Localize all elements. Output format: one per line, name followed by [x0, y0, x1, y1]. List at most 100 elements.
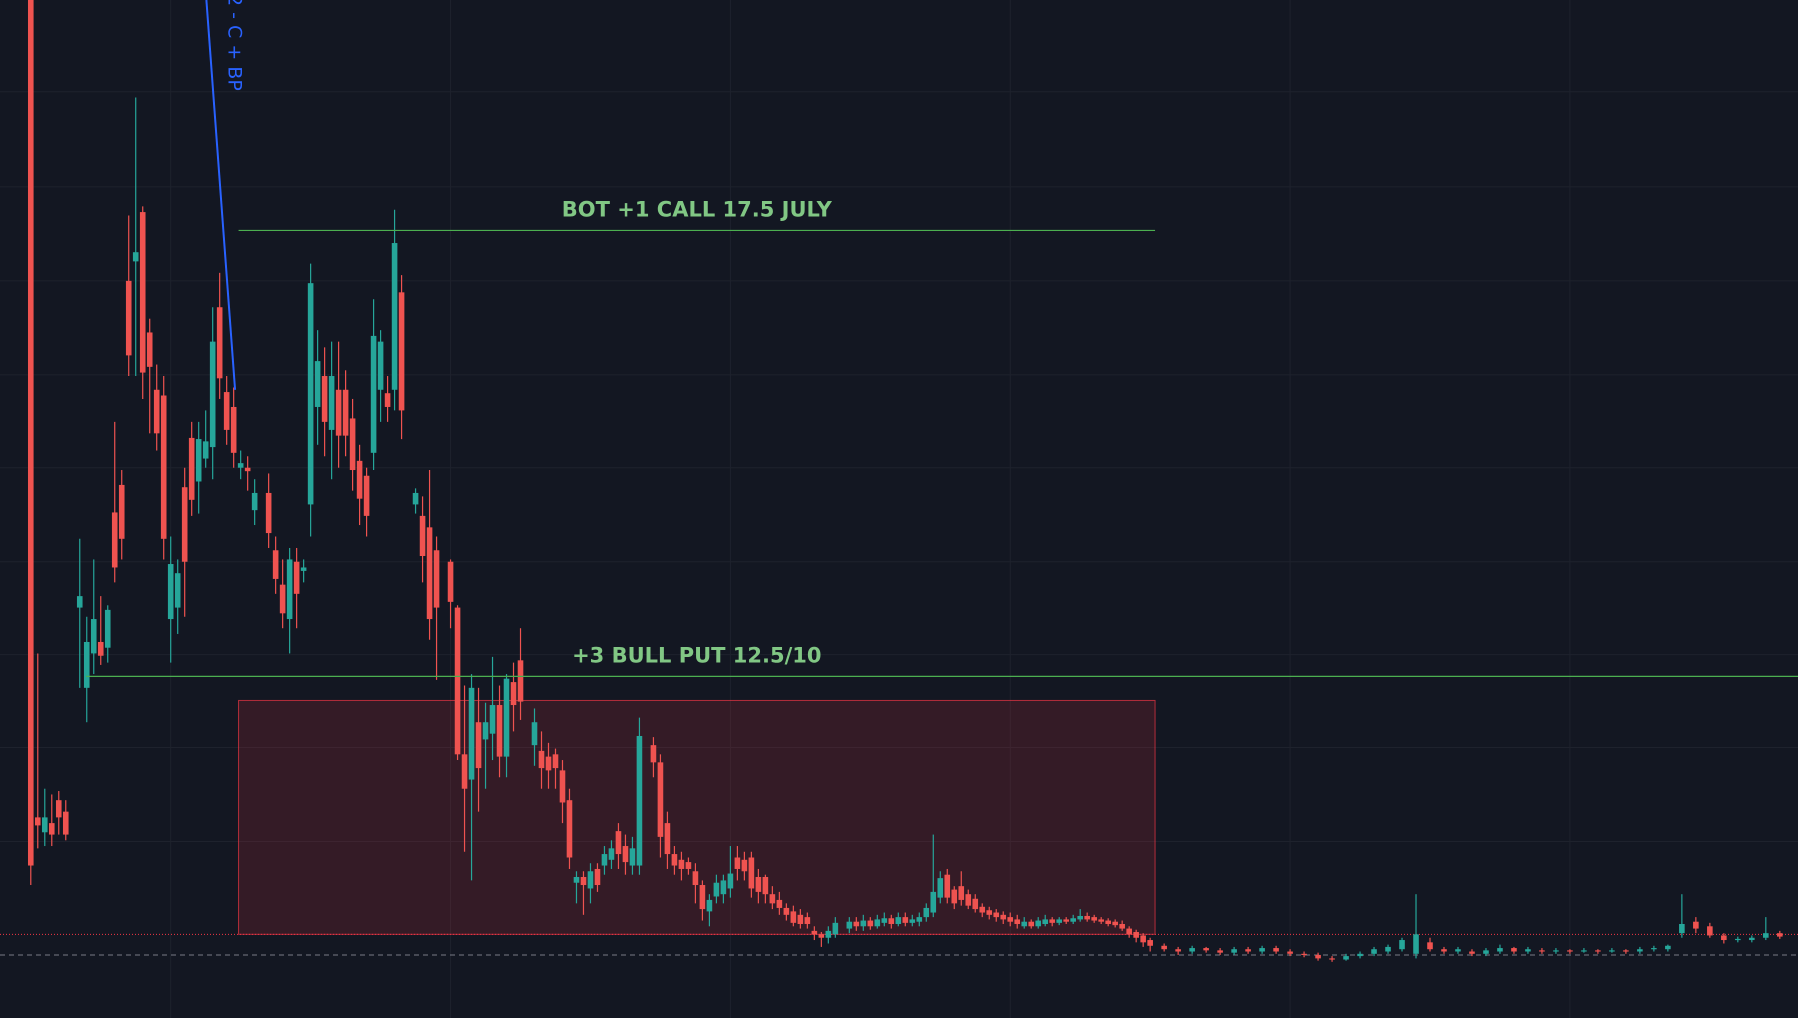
trend-line: [205, 0, 237, 390]
candle-body: [27, 0, 34, 866]
candle-body: [1112, 921, 1118, 926]
candle-body: [314, 361, 321, 407]
candle-body: [692, 871, 699, 886]
candle-body: [601, 854, 608, 866]
candle-body: [762, 876, 769, 895]
candle-body: [587, 871, 594, 889]
candle-body: [1553, 950, 1559, 952]
candle-body: [678, 859, 685, 869]
candle-body: [55, 800, 62, 818]
candle-body: [1707, 926, 1713, 936]
candle-body: [223, 392, 230, 430]
candle-body: [517, 660, 524, 702]
candle-body: [881, 918, 888, 923]
candle-body: [1413, 934, 1419, 954]
candle-body: [1105, 920, 1111, 924]
candle-body: [398, 292, 405, 411]
candle-body: [132, 252, 139, 262]
candle-body: [286, 559, 293, 620]
range-box: [238, 699, 1156, 935]
candle-body: [1539, 950, 1545, 952]
candle-body: [1651, 948, 1657, 950]
candle-body: [1357, 953, 1363, 957]
candle-body: [1070, 918, 1077, 922]
candle-body: [1665, 945, 1671, 950]
candle-body: [83, 641, 90, 688]
candle-body: [1497, 948, 1503, 952]
candle-body: [202, 441, 209, 459]
candle-body: [1189, 948, 1195, 952]
candle-body: [279, 584, 286, 614]
candle-body: [832, 922, 839, 935]
candle-body: [902, 917, 909, 923]
candle-body: [48, 823, 55, 835]
annotation-label: BOT +1 CALL 17.5 JULY: [562, 197, 833, 221]
candle-body: [608, 848, 615, 860]
candle-body: [720, 880, 727, 895]
candle-body: [993, 912, 1000, 918]
candle-body: [986, 910, 993, 915]
candle-body: [573, 876, 580, 883]
candle-body: [1315, 954, 1321, 959]
candle-body: [664, 823, 671, 855]
candle-body: [790, 911, 797, 923]
candle-body: [489, 705, 496, 734]
candle-body: [741, 859, 748, 872]
candle-body: [475, 722, 482, 769]
candle-body: [937, 878, 944, 898]
candle-body: [874, 919, 881, 927]
candle-body: [195, 439, 202, 482]
candle-body: [370, 335, 377, 453]
candle-body: [1175, 949, 1181, 952]
candle-body: [41, 817, 48, 833]
candle-body: [860, 920, 867, 927]
candle-body: [468, 687, 475, 780]
candle-body: [1623, 950, 1629, 952]
candle-body: [1581, 950, 1587, 952]
candle-body: [853, 921, 860, 927]
candle-body: [1287, 951, 1293, 954]
candle-body: [237, 463, 244, 468]
candle-body: [90, 619, 97, 654]
candle-body: [1693, 921, 1699, 929]
candle-body: [1343, 956, 1349, 960]
candle-body: [916, 917, 923, 922]
candle-body: [293, 561, 300, 594]
candle-body: [1273, 948, 1279, 952]
candle-body: [1000, 914, 1007, 920]
candle-body: [265, 492, 272, 534]
candle-body: [1140, 935, 1146, 943]
candle-body: [944, 874, 951, 898]
candle-body: [811, 930, 818, 935]
candle-body: [1063, 919, 1070, 922]
candle-body: [377, 341, 384, 390]
candle-body: [734, 857, 741, 869]
candle-body: [426, 527, 433, 620]
candle-body: [958, 886, 965, 900]
candle-body: [825, 930, 832, 938]
candle-body: [923, 907, 930, 918]
candle-body: [1119, 923, 1125, 929]
candle-body: [335, 389, 342, 436]
candle-body: [321, 376, 328, 422]
candle-body: [1637, 949, 1643, 952]
candle-body: [62, 811, 69, 835]
candle-body: [671, 854, 678, 866]
candle-body: [699, 885, 706, 910]
candle-body: [1147, 940, 1153, 946]
candle-body: [342, 389, 349, 436]
candle-body: [895, 917, 902, 924]
candle-body: [727, 873, 734, 889]
candle-body: [706, 899, 713, 912]
candle-body: [181, 487, 188, 562]
candle-body: [818, 934, 825, 938]
candle-body: [384, 393, 391, 407]
candle-body: [1777, 933, 1783, 937]
candle-body: [580, 876, 587, 886]
candle-body: [979, 906, 986, 913]
candle-body: [1028, 921, 1035, 927]
candle-body: [1007, 917, 1014, 922]
candle-body: [216, 307, 223, 379]
